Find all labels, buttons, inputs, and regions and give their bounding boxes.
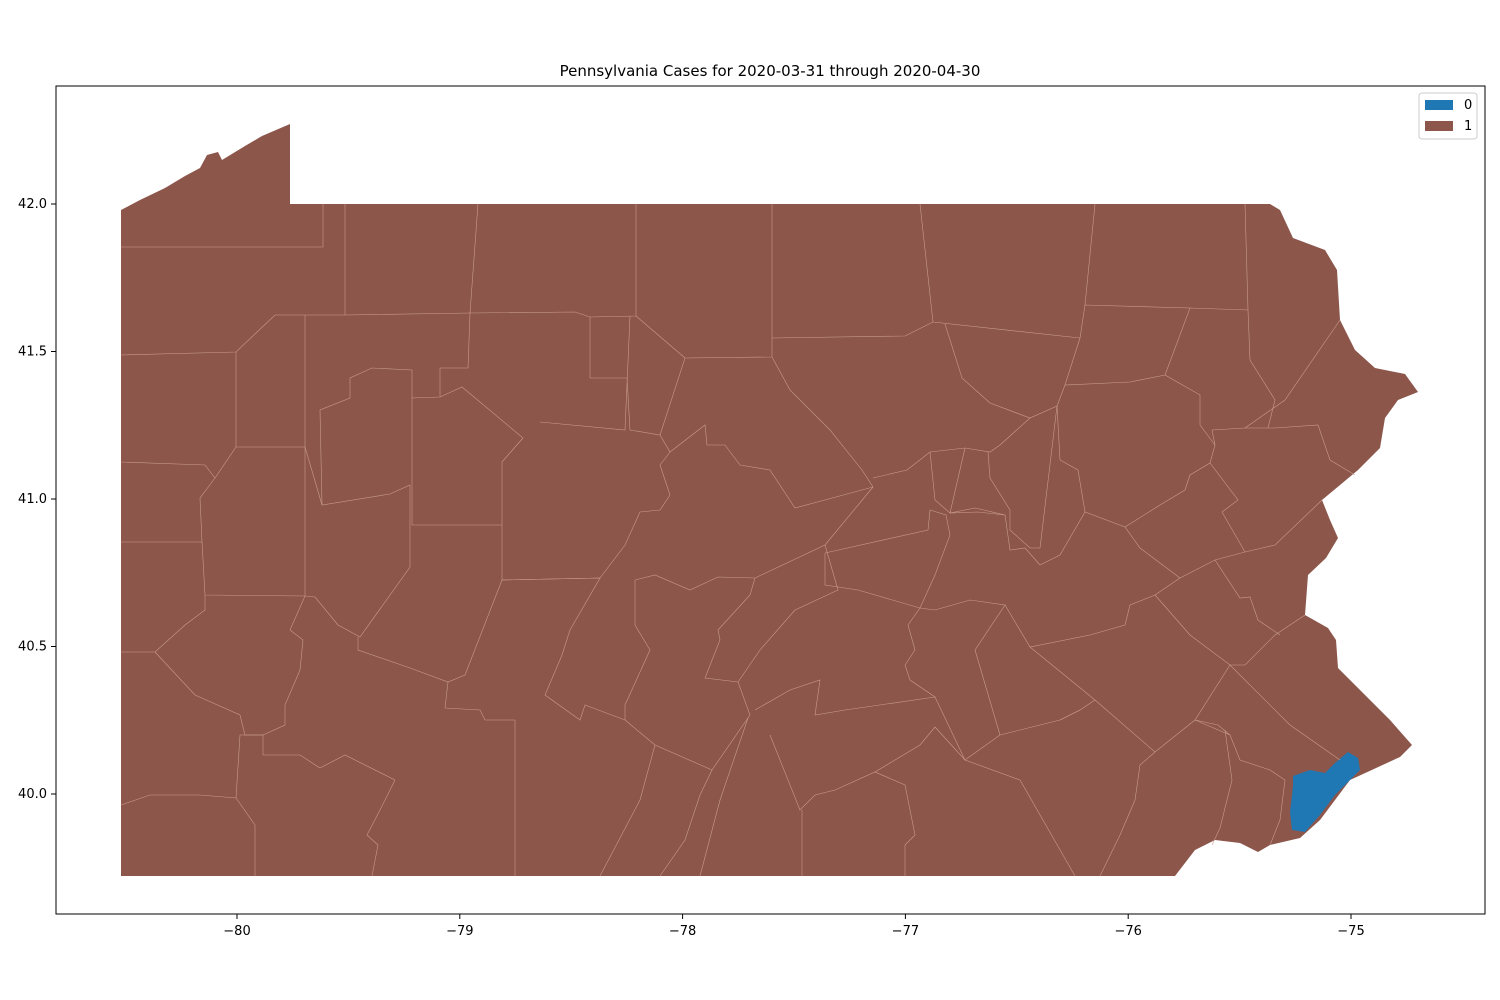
- legend-label-1: 1: [1464, 119, 1472, 134]
- axes-frame: [55, 85, 1486, 915]
- x-tick-label: −78: [669, 924, 696, 939]
- y-tick-label: 40.0: [18, 787, 47, 802]
- state-region: [121, 124, 1418, 876]
- chart-title: Pennsylvania Cases for 2020-03-31 throug…: [559, 62, 981, 80]
- y-axis: 40.0 40.5 41.0 41.5 42.0: [18, 197, 56, 802]
- county-borders: [120, 203, 1356, 877]
- x-tick-label: −76: [1114, 924, 1141, 939]
- x-tick-label: −77: [892, 924, 919, 939]
- x-tick-label: −75: [1337, 924, 1364, 939]
- x-tick-label: −79: [446, 924, 473, 939]
- philadelphia-region: [1290, 752, 1360, 832]
- y-tick-label: 41.0: [18, 492, 47, 507]
- legend-swatch-1: [1425, 121, 1453, 131]
- y-tick-label: 40.5: [18, 640, 47, 655]
- y-tick-label: 42.0: [18, 197, 47, 212]
- y-tick-label: 41.5: [18, 345, 47, 360]
- legend-label-0: 0: [1464, 98, 1472, 113]
- x-tick-label: −80: [223, 924, 250, 939]
- x-axis: −80 −79 −78 −77 −76 −75: [223, 914, 1365, 939]
- legend: 0 1: [1418, 92, 1478, 140]
- legend-swatch-0: [1425, 100, 1453, 110]
